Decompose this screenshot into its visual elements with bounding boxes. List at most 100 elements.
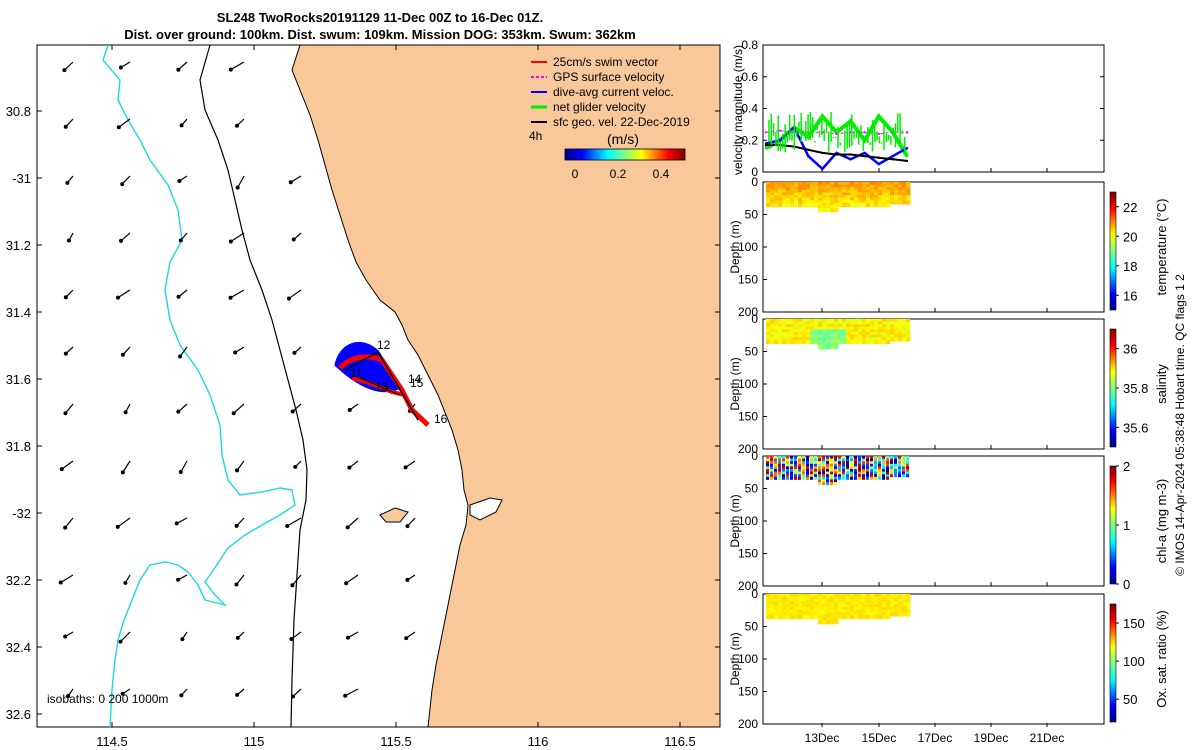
section-cell — [834, 601, 839, 607]
section-cell — [894, 604, 899, 609]
section-cell — [902, 463, 905, 467]
section-cell — [870, 332, 875, 337]
section-cell — [774, 596, 779, 601]
section-cell — [818, 609, 823, 614]
section-cell — [794, 604, 799, 609]
section-cell — [826, 192, 831, 197]
colorbar-unit-label: (m/s) — [607, 131, 639, 147]
velocity-point — [835, 132, 838, 136]
track-label-11: 11 — [350, 366, 363, 380]
island — [379, 507, 409, 523]
section-cell — [782, 184, 787, 189]
section-cell — [878, 471, 881, 475]
section-cell — [826, 345, 831, 350]
section-cell — [806, 319, 811, 324]
section-cell — [814, 471, 817, 475]
section-cell — [830, 192, 835, 197]
credit-footer: © IMOS 14-Apr-2024 05:38:48 Hobart time.… — [1173, 274, 1187, 576]
section-cell — [826, 332, 831, 337]
section-cell — [830, 601, 835, 607]
section-cell — [810, 339, 815, 345]
section-cell — [858, 187, 863, 192]
section-cell — [814, 612, 819, 617]
lat-tick-label: 31.4 — [6, 305, 31, 320]
section-cell — [886, 192, 891, 197]
section-cell — [882, 609, 887, 614]
section-cell — [786, 463, 789, 467]
section-cell — [878, 461, 881, 465]
section-cell — [794, 197, 799, 202]
section-cell — [786, 596, 791, 601]
section-cell — [818, 208, 823, 213]
section-cell — [794, 614, 799, 620]
colorbar-tick-label: 22 — [1123, 200, 1137, 215]
section-cell — [778, 319, 783, 324]
section-cell — [882, 329, 887, 334]
arrow-head — [292, 350, 297, 355]
geo-velocity-arrow — [117, 289, 131, 299]
section-cell — [778, 604, 783, 609]
section-cell — [886, 607, 891, 612]
section-cell — [782, 329, 787, 334]
section-cell — [830, 205, 835, 210]
section-cell — [882, 458, 885, 462]
arrow-head — [59, 467, 64, 472]
section-cell — [846, 614, 851, 620]
section-cell — [850, 319, 855, 324]
section-cell — [770, 192, 775, 197]
section-cell — [866, 474, 869, 478]
arrow-head — [231, 411, 236, 416]
section-cell — [818, 319, 823, 324]
section-cell — [838, 319, 843, 324]
section-cell — [842, 184, 847, 189]
section-cell — [822, 620, 827, 625]
section-cell — [906, 461, 909, 465]
section-cell — [778, 469, 781, 472]
section-cell — [774, 456, 777, 459]
section-cell — [846, 466, 849, 470]
section-cell — [826, 319, 831, 324]
section-cell — [842, 614, 847, 620]
track-label-12: 12 — [377, 338, 391, 352]
section-cell — [826, 466, 829, 470]
section-cell — [874, 332, 879, 337]
section-cell — [790, 461, 793, 465]
geo-velocity-arrow — [118, 118, 131, 128]
section-cell — [906, 326, 911, 332]
section-cell — [862, 466, 865, 470]
section-cell — [830, 456, 833, 459]
section-cell — [802, 334, 807, 339]
section-cell — [866, 594, 871, 599]
section-cell — [854, 197, 859, 202]
section-cell — [846, 609, 851, 614]
section-cell — [778, 189, 783, 195]
section-cell — [822, 184, 827, 189]
section-cell — [786, 339, 791, 345]
section-cell — [766, 612, 771, 617]
section-cell — [850, 334, 855, 339]
section-cell — [842, 332, 847, 337]
legend-current-velocity: dive-avg current veloc. — [553, 85, 674, 99]
section-cell — [798, 319, 803, 324]
section-cell — [874, 601, 879, 607]
section-cell — [826, 342, 831, 347]
section-cell — [858, 471, 861, 475]
land-area — [291, 45, 720, 727]
section-cell — [862, 332, 867, 337]
section-cell — [770, 596, 775, 601]
depth-tick-label: 150 — [738, 547, 758, 561]
section-cell — [806, 474, 809, 478]
section-cell — [798, 458, 801, 462]
arrow-head — [347, 407, 352, 412]
section-cell — [810, 332, 815, 337]
section-cell — [902, 195, 907, 200]
section-cell — [782, 609, 787, 614]
section-cell — [894, 594, 899, 599]
section-cell — [790, 192, 795, 197]
section-cell — [826, 321, 831, 326]
section-cell — [822, 604, 827, 609]
section-cell — [874, 458, 877, 462]
section-cell — [830, 319, 835, 324]
section-cell — [850, 202, 855, 208]
section-cell — [886, 456, 889, 459]
